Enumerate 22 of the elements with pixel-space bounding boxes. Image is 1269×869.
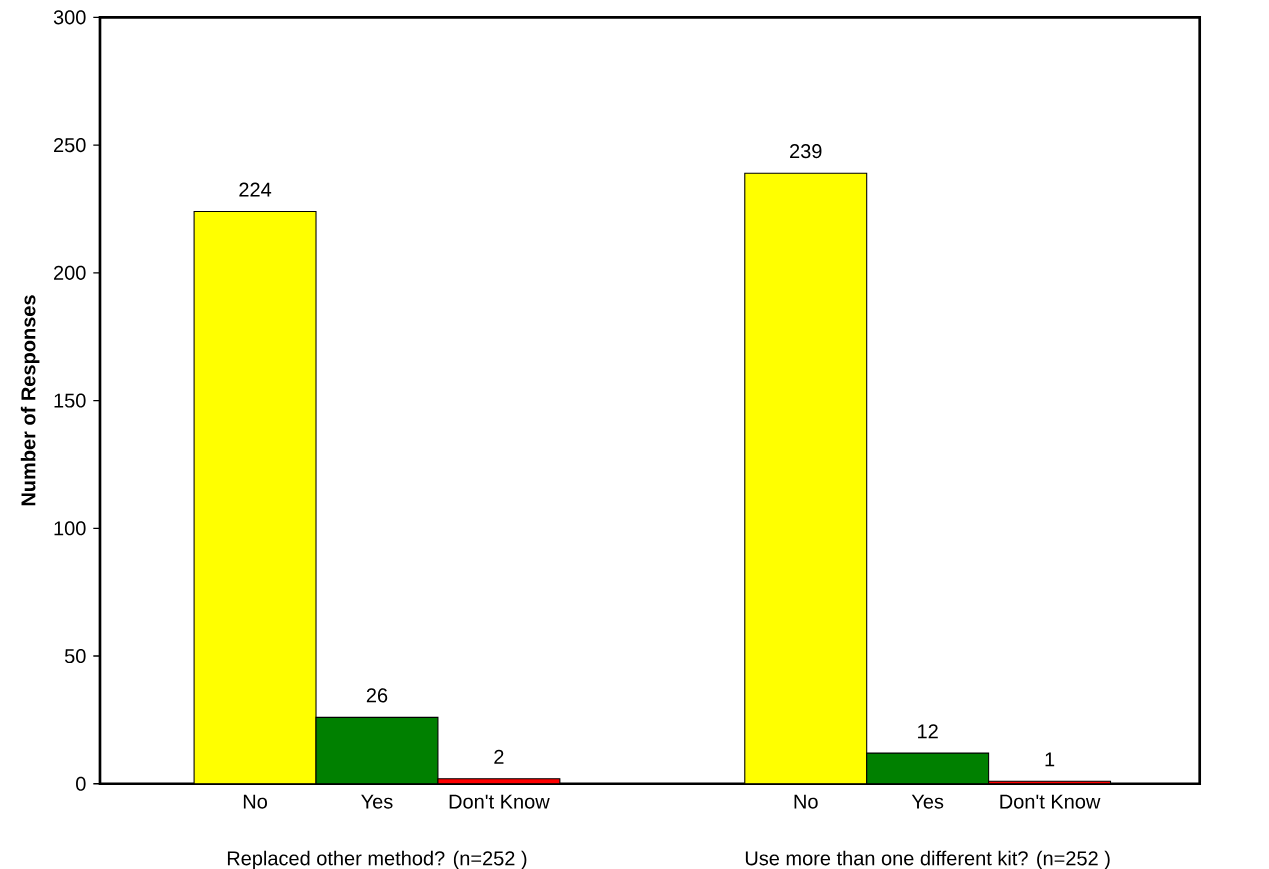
y-tick-label: 200 <box>54 265 86 280</box>
x-tick-label: Use more than one different kit? (n=252 ) <box>745 850 1110 869</box>
text: Don't Know <box>1000 794 1101 809</box>
data-label: 26 <box>366 688 388 703</box>
data-label: 1 <box>1045 752 1055 767</box>
data-label: 12 <box>918 724 938 739</box>
data-label: 224 <box>239 182 272 197</box>
series-label: Don't Know <box>449 794 550 809</box>
y-tick-label: 0 <box>76 776 86 791</box>
y-tick-label: 300 <box>53 10 86 25</box>
x-tick-label: Replaced other method? (n=252 ) <box>227 850 527 869</box>
series-label: No <box>243 794 267 809</box>
y-tick-label: 250 <box>54 137 86 153</box>
y-tick-label: 50 <box>64 648 86 664</box>
y-tick-label: 150 <box>54 393 86 408</box>
text: Yes <box>911 794 944 809</box>
y-axis-title: Number of Responses <box>20 295 40 506</box>
data-label: 239 <box>790 144 822 159</box>
y-tick-label: 100 <box>54 521 86 536</box>
data-label: 2 <box>494 749 504 764</box>
series-label: Yes <box>361 794 393 809</box>
text: No <box>794 794 818 809</box>
